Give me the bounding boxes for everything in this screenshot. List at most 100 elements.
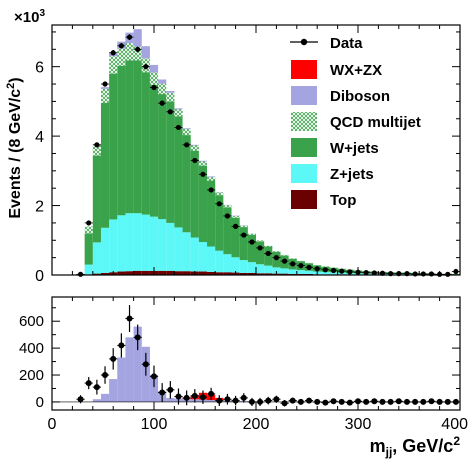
bar-top (215, 272, 224, 275)
bar-top (117, 271, 126, 275)
bar-diboson (198, 160, 208, 162)
bar-top (174, 271, 183, 275)
bar-w-jets (182, 135, 191, 233)
data-point (118, 43, 124, 49)
bottom-data-point (330, 398, 337, 405)
bottom-bar-diboson (92, 399, 101, 402)
bar-z-jets (247, 262, 256, 273)
data-point (330, 267, 337, 274)
bottom-data-point (142, 361, 149, 368)
data-point (110, 50, 116, 56)
bottom-y-tick-label: 400 (19, 340, 44, 357)
bottom-data-point (346, 399, 353, 406)
bar-diboson (207, 176, 216, 178)
data-point (445, 271, 451, 277)
bottom-bar-diboson (149, 375, 159, 402)
legend-swatch-zjets (291, 164, 317, 183)
bar-top (256, 273, 265, 275)
top-panel: 0 2 4 6 ×103 Events / (8 GeV/c2) Data WX+ZX… (5, 8, 461, 285)
bar-z-jets (239, 260, 248, 273)
bar-diboson (100, 87, 110, 89)
bottom-data-point (183, 394, 190, 401)
bottom-data-point (93, 384, 100, 391)
bar-z-jets (100, 227, 110, 273)
bar-z-jets (198, 242, 208, 272)
bottom-data-point (371, 398, 378, 405)
bottom-data-point (118, 342, 125, 349)
legend-label-top: Top (330, 192, 356, 209)
data-point (306, 264, 312, 270)
bottom-data-point (363, 398, 370, 405)
bottom-data-point (208, 390, 215, 397)
bottom-axis-ticks (51, 297, 461, 410)
bar-z-jets (149, 216, 159, 271)
bar-w-jets (166, 101, 175, 223)
bar-diboson (158, 79, 167, 84)
bar-w-jets (451, 273, 460, 275)
bar-w-jets (133, 60, 142, 214)
bottom-data-point (297, 398, 304, 405)
bar-z-jets (117, 215, 126, 272)
bar-top (100, 272, 110, 275)
bottom-data-point (395, 398, 402, 405)
bottom-y-tick-label: 0 (36, 394, 44, 411)
legend-label-wjets: W+jets (330, 140, 379, 157)
legend-label-wxzx: WX+ZX (330, 62, 382, 79)
data-point (208, 187, 214, 193)
legend-swatch-wjets (291, 138, 317, 157)
bottom-data-point (77, 396, 84, 403)
legend-swatch-qcd (291, 112, 317, 131)
bottom-data-point (444, 398, 451, 405)
bar-qcd-multijet (109, 56, 118, 74)
bar-qcd-multijet (231, 215, 240, 218)
bar-w-jets (109, 73, 118, 220)
data-point (420, 271, 426, 277)
bar-qcd-multijet (117, 48, 126, 66)
top-stack-histogram (84, 29, 460, 275)
data-point (151, 84, 157, 91)
bottom-data-point (232, 397, 239, 404)
bottom-bar-diboson (109, 379, 118, 402)
bar-w-jets (207, 180, 216, 247)
y-tick-label: 4 (35, 129, 44, 146)
x-axis-label: mjj, GeV/c2 (370, 434, 461, 459)
bar-qcd-multijet (239, 225, 248, 228)
bar-z-jets (141, 214, 150, 271)
bar-qcd-multijet (174, 109, 183, 117)
bar-w-jets (198, 165, 208, 243)
data-point (298, 263, 304, 269)
bottom-data-point (248, 398, 255, 405)
bar-z-jets (109, 219, 118, 273)
bar-top (239, 272, 248, 275)
data-point (241, 232, 247, 238)
bar-top (207, 271, 216, 275)
data-point (249, 239, 255, 245)
data-point (143, 64, 149, 70)
bottom-panel: 0 200 400 600 0 100 200 300 400 mjj, GeV/c2 (19, 296, 468, 459)
x-tick-label: 300 (345, 416, 372, 433)
bar-w-jets (256, 241, 265, 265)
bottom-data-point (281, 400, 288, 407)
top-y-multiplier: ×103 (14, 8, 45, 26)
data-point (314, 266, 320, 272)
bottom-bar-diboson (166, 397, 175, 402)
legend-item-qcd: QCD multijet (291, 112, 421, 131)
data-point (86, 220, 92, 226)
data-point (184, 142, 190, 148)
legend-label-qcd: QCD multijet (330, 114, 421, 131)
legend-label-data: Data (330, 35, 363, 52)
bar-qcd-multijet (247, 233, 256, 235)
legend-item-wjets: W+jets (291, 138, 379, 157)
bar-qcd-multijet (158, 83, 167, 95)
bar-w-jets (247, 234, 256, 263)
data-point (192, 157, 198, 164)
data-point (224, 213, 231, 219)
legend-item-wxzx: WX+ZX (291, 60, 382, 79)
legend-item-top: Top (291, 190, 356, 209)
data-point (281, 258, 288, 264)
bar-z-jets (207, 246, 216, 272)
bar-z-jets (92, 242, 101, 274)
data-point (322, 267, 328, 273)
legend-label-zjets: Z+jets (330, 166, 374, 183)
